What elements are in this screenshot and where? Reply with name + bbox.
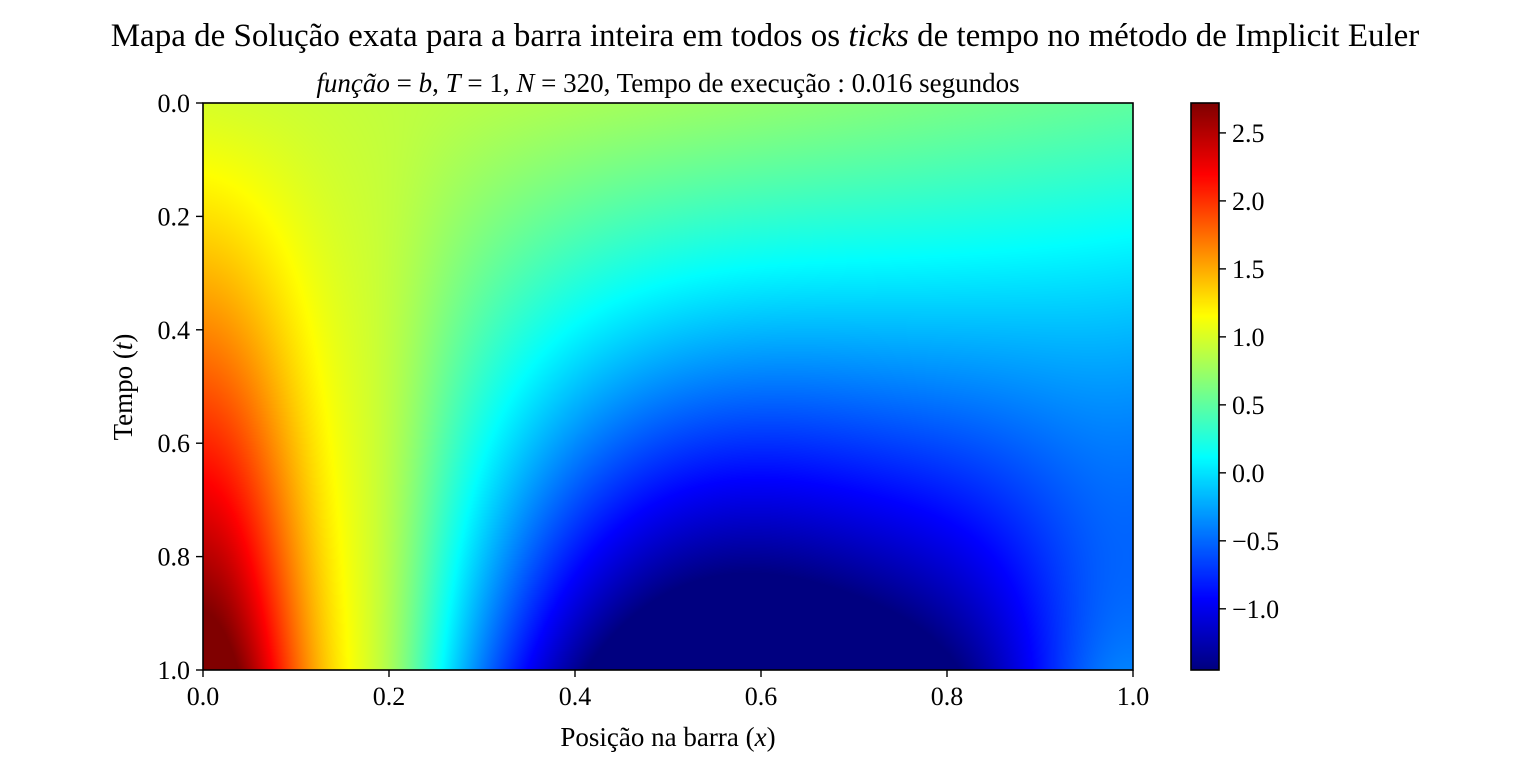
colorbar-tick-label: 2.0 — [1232, 187, 1265, 216]
x-axis: 0.0 0.2 0.4 0.6 0.8 1.0 — [187, 670, 1150, 711]
figure-title-italic: ticks — [848, 18, 908, 54]
heatmap-area — [203, 103, 1133, 670]
colorbar-tick-label: 2.5 — [1232, 119, 1265, 148]
colorbar-gradient — [1191, 103, 1219, 670]
colorbar-tick-label: 1.0 — [1232, 323, 1265, 352]
y-tick-label: 1.0 — [158, 656, 191, 685]
subtitle-T-value: 1 — [489, 68, 503, 98]
subtitle-func-label: função — [316, 68, 390, 98]
x-tick-label: 1.0 — [1117, 682, 1150, 711]
x-tick-label: 0.4 — [559, 682, 592, 711]
figure-title-pre: Mapa de Solução exata para a barra intei… — [111, 18, 849, 54]
colorbar-area — [1191, 103, 1219, 670]
subtitle-N-label: N — [515, 68, 536, 98]
subtitle-T-label: T — [446, 68, 463, 98]
y-tick-label: 0.4 — [158, 316, 191, 345]
x-axis-label-var: x — [754, 722, 767, 752]
subtitle-runtime-label: Tempo de execução — [617, 68, 831, 98]
y-axis-label-var: t — [108, 341, 138, 350]
subtitle-N-value: 320 — [563, 68, 604, 98]
plot-frame — [202, 102, 1134, 671]
colorbar-tick-label: −0.5 — [1232, 527, 1279, 556]
subtitle-func-value: b — [419, 68, 433, 98]
y-axis-label: Tempo (t) — [108, 334, 138, 441]
y-axis-label-text: Tempo — [108, 359, 138, 440]
x-tick-label: 0.6 — [745, 682, 778, 711]
y-axis: 0.0 0.2 0.4 0.6 0.8 1.0 — [158, 89, 203, 685]
x-tick-label: 0.0 — [187, 682, 220, 711]
heatmap-image — [203, 103, 1133, 670]
axes-subtitle: função = b, T = 1, N = 320, Tempo de exe… — [316, 68, 1019, 98]
x-tick-label: 0.2 — [373, 682, 406, 711]
colorbar-tick-label: 0.0 — [1232, 459, 1265, 488]
x-axis-label: Posição na barra (x) — [560, 722, 775, 752]
y-tick-label: 0.2 — [158, 202, 191, 231]
colorbar-frame — [1190, 102, 1220, 671]
x-axis-label-text: Posição na barra — [560, 722, 745, 752]
y-tick-label: 0.6 — [158, 429, 191, 458]
y-tick-label: 0.0 — [158, 89, 191, 118]
subtitle-runtime-value: 0.016 segundos — [852, 68, 1020, 98]
figure-title: Mapa de Solução exata para a barra intei… — [111, 18, 1420, 54]
colorbar-tick-label: −1.0 — [1232, 595, 1279, 624]
x-tick-label: 0.8 — [931, 682, 964, 711]
y-tick-label: 0.8 — [158, 543, 191, 572]
colorbar-tick-label: 1.5 — [1232, 255, 1265, 284]
colorbar-axis: 2.5 2.0 1.5 1.0 0.5 0.0 −0.5 −1.0 — [1219, 119, 1279, 624]
colorbar-tick-label: 0.5 — [1232, 391, 1265, 420]
figure-title-post: de tempo no método de Implicit Euler — [909, 18, 1419, 54]
